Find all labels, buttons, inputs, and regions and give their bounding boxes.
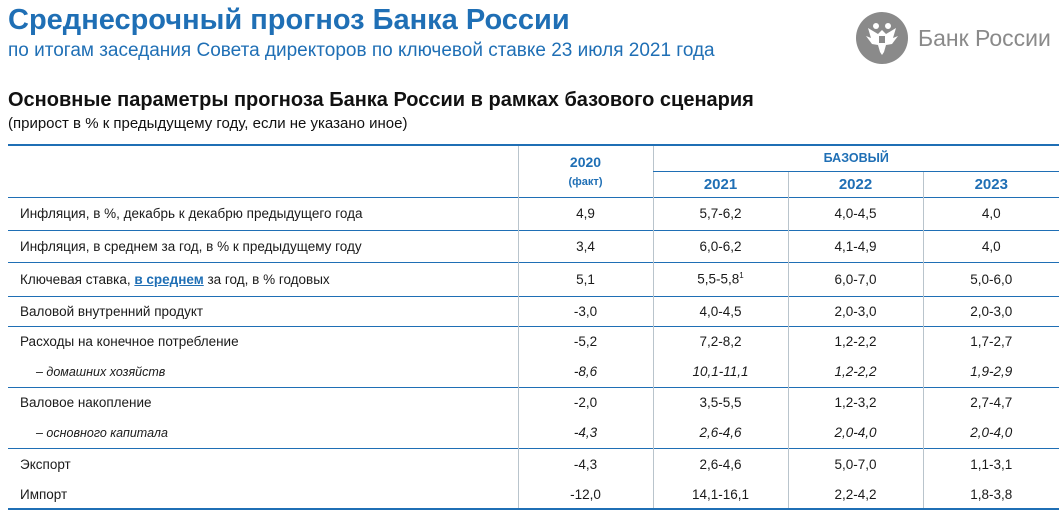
group-baseline-header: БАЗОВЫЙ [652, 144, 1060, 172]
cell-2021: 10,1-11,1 [652, 357, 788, 387]
row-label: Импорт [8, 481, 518, 510]
table-row: Инфляция, в среднем за год, в % к предыд… [8, 229, 1060, 262]
cell-2022: 1,2-2,2 [787, 325, 923, 357]
cell-2022: 1,2-2,2 [787, 357, 923, 387]
row-label: Инфляция, в %, декабрь к декабрю предыду… [8, 196, 518, 230]
header-blank [8, 144, 518, 171]
table-row: Экспорт -4,3 2,6-4,6 5,0-7,0 1,1-3,1 [8, 447, 1060, 481]
cell-2020: -12,0 [517, 481, 653, 510]
cell-2023: 1,7-2,7 [922, 325, 1060, 357]
row-label: Экспорт [8, 447, 518, 481]
row-label: – домашних хозяйств [36, 364, 166, 379]
col-year-header: 2021 [652, 171, 788, 197]
row-label: Ключевая ставка, в среднем за год, в % г… [8, 261, 518, 296]
cell-2022: 4,0-4,5 [787, 196, 923, 230]
forecast-table: 2020 (факт) БАЗОВЫЙ 2021 2022 2023 Инфля… [8, 144, 1060, 510]
cell-2021: 7,2-8,2 [652, 325, 788, 357]
table-row: Валовой внутренний продукт -3,0 4,0-4,5 … [8, 295, 1060, 326]
cell-2020: 3,4 [517, 229, 653, 262]
bank-logo: Банк России [856, 12, 1051, 64]
cell-2022: 2,2-4,2 [787, 481, 923, 510]
cell-2022: 5,0-7,0 [787, 447, 923, 481]
cell-2020: -4,3 [517, 447, 653, 481]
row-label-part: Ключевая ставка, [20, 271, 135, 287]
cell-2021: 5,7-6,2 [652, 196, 788, 230]
col-2020-note: (факт) [568, 176, 603, 189]
cell-2022: 2,0-3,0 [787, 295, 923, 326]
cell-2023: 1,1-3,1 [922, 447, 1060, 481]
cell-2021: 4,0-4,5 [652, 295, 788, 326]
section-title: Основные параметры прогноза Банка России… [8, 89, 754, 111]
cell-2022: 1,2-3,2 [787, 386, 923, 418]
table-row: – домашних хозяйств -8,6 10,1-11,1 1,2-2… [8, 357, 1060, 387]
average-link[interactable]: в среднем [134, 271, 204, 287]
col-year-header: 2023 [922, 171, 1060, 197]
col-2020-header: 2020 (факт) [517, 144, 653, 197]
cell-2020: -5,2 [517, 325, 653, 357]
cell-2023: 1,9-2,9 [922, 357, 1060, 387]
cell-2023: 2,0-4,0 [922, 418, 1060, 448]
table-row: Ключевая ставка, в среднем за год, в % г… [8, 261, 1060, 296]
row-label: Инфляция, в среднем за год, в % к предыд… [8, 229, 518, 262]
cell-2020: -4,3 [517, 418, 653, 448]
cell-2020: -3,0 [517, 295, 653, 326]
cell-2020: 5,1 [517, 261, 653, 296]
cell-2023: 2,7-4,7 [922, 386, 1060, 418]
cell-2023: 2,0-3,0 [922, 295, 1060, 326]
section-subtitle: (прирост в % к предыдущему году, если не… [8, 115, 408, 132]
cell-2021: 2,6-4,6 [652, 418, 788, 448]
col-2020-year: 2020 [569, 154, 602, 171]
cell-2023: 4,0 [922, 229, 1060, 262]
cell-2023: 5,0-6,0 [922, 261, 1060, 296]
cell-2021: 6,0-6,2 [652, 229, 788, 262]
cell-2023: 1,8-3,8 [922, 481, 1060, 510]
table-row: Валовое накопление -2,0 3,5-5,5 1,2-3,2 … [8, 386, 1060, 418]
cell-2021: 2,6-4,6 [652, 447, 788, 481]
cell-2023: 4,0 [922, 196, 1060, 230]
page-title: Среднесрочный прогноз Банка России [8, 4, 570, 36]
cell-2022: 4,1-4,9 [787, 229, 923, 262]
row-label: – основного капитала [36, 425, 168, 440]
table-row: Расходы на конечное потребление -5,2 7,2… [8, 325, 1060, 357]
table-row: Импорт -12,0 14,1-16,1 2,2-4,2 1,8-3,8 [8, 481, 1060, 510]
row-label: Валовой внутренний продукт [8, 295, 518, 326]
cell-2022: 6,0-7,0 [787, 261, 923, 296]
cell-2020: -2,0 [517, 386, 653, 418]
cell-2021-value: 5,5-5,8 [697, 271, 740, 287]
cell-2022: 2,0-4,0 [787, 418, 923, 448]
double-headed-eagle-icon [856, 12, 908, 64]
row-label: Расходы на конечное потребление [8, 325, 518, 357]
col-year-header: 2022 [787, 171, 923, 197]
header-blank-2 [8, 171, 518, 197]
footnote-marker: 1 [739, 271, 744, 281]
table-row: – основного капитала -4,3 2,6-4,6 2,0-4,… [8, 418, 1060, 448]
page-subtitle: по итогам заседания Совета директоров по… [8, 40, 715, 61]
cell-2020: 4,9 [517, 196, 653, 230]
cell-2021: 5,5-5,81 [652, 261, 788, 296]
cell-2021: 14,1-16,1 [652, 481, 788, 510]
logo-text: Банк России [918, 24, 1051, 51]
cell-2020: -8,6 [517, 357, 653, 387]
row-label: Валовое накопление [8, 386, 518, 418]
table-row: Инфляция, в %, декабрь к декабрю предыду… [8, 196, 1060, 230]
cell-2021: 3,5-5,5 [652, 386, 788, 418]
row-label-part: за год, в % годовых [203, 271, 330, 287]
